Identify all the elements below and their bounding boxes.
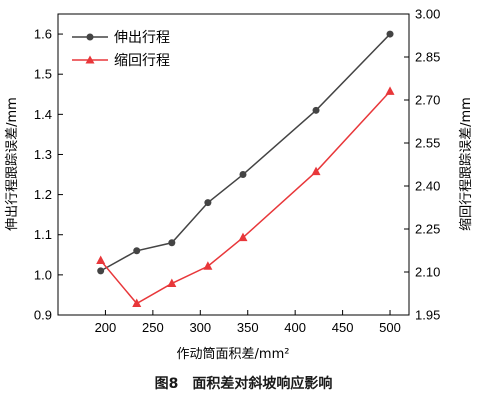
- plot-frame: [57, 13, 410, 316]
- series-point-1: [385, 86, 395, 95]
- left-y-tick-label: 1.0: [34, 267, 52, 282]
- x-tick-label: 200: [95, 320, 117, 335]
- series-point-1: [311, 166, 321, 176]
- x-tick-label: 450: [332, 320, 354, 335]
- series-point-0: [133, 247, 141, 255]
- x-tick-label: 250: [142, 320, 164, 335]
- series-point-0: [204, 199, 212, 207]
- series-point-1: [238, 232, 248, 242]
- right-y-tick-label: 2.40: [415, 179, 440, 194]
- left-y-tick-label: 1.3: [34, 147, 52, 162]
- series-point-1: [203, 261, 213, 270]
- left-y-tick-label: 0.9: [34, 308, 52, 323]
- left-y-tick-label: 1.4: [34, 107, 52, 122]
- right-y-tick-label: 2.85: [415, 50, 440, 65]
- right-y-tick-label: 2.55: [415, 136, 440, 151]
- series-point-1: [96, 255, 106, 265]
- right-y-tick-label: 2.10: [415, 265, 440, 280]
- legend-label-retract: 缩回行程: [114, 53, 170, 69]
- legend-label-extend: 伸出行程: [114, 30, 170, 46]
- x-tick-label: 300: [189, 320, 211, 335]
- left-y-tick-label: 1.6: [34, 27, 52, 42]
- figure-caption: 图8 面积差对斜坡响应影响: [154, 376, 333, 392]
- legend-marker-retract: [85, 55, 95, 64]
- right-y-tick-label: 1.95: [415, 308, 440, 323]
- right-y-tick-label: 2.25: [415, 222, 440, 237]
- left-y-tick-label: 1.1: [34, 227, 52, 242]
- right-y-tick-label: 3.00: [415, 7, 440, 22]
- right-y-tick-label: 2.70: [415, 93, 440, 108]
- series-point-0: [168, 239, 176, 247]
- series-point-0: [97, 267, 105, 275]
- series-line-1: [100, 90, 391, 305]
- x-tick-label: 500: [379, 320, 401, 335]
- x-tick-label: 350: [237, 320, 259, 335]
- series-point-0: [312, 106, 320, 114]
- left-y-tick-label: 1.5: [34, 67, 52, 82]
- series-point-1: [132, 298, 142, 308]
- series-point-0: [386, 30, 394, 38]
- left-y-tick-label: 1.2: [34, 187, 52, 202]
- series-point-1: [167, 278, 177, 287]
- x-tick-label: 400: [284, 320, 306, 335]
- series-point-0: [239, 171, 247, 179]
- legend-marker-extend: [86, 33, 94, 41]
- right-y-axis-title: 缩回行程跟踪误差/mm: [458, 97, 474, 231]
- left-y-axis-title: 伸出行程跟踪误差/mm: [5, 97, 20, 231]
- legend: 伸出行程 缩回行程: [72, 30, 170, 69]
- x-axis-title: 作动筒面积差/mm²: [177, 346, 290, 362]
